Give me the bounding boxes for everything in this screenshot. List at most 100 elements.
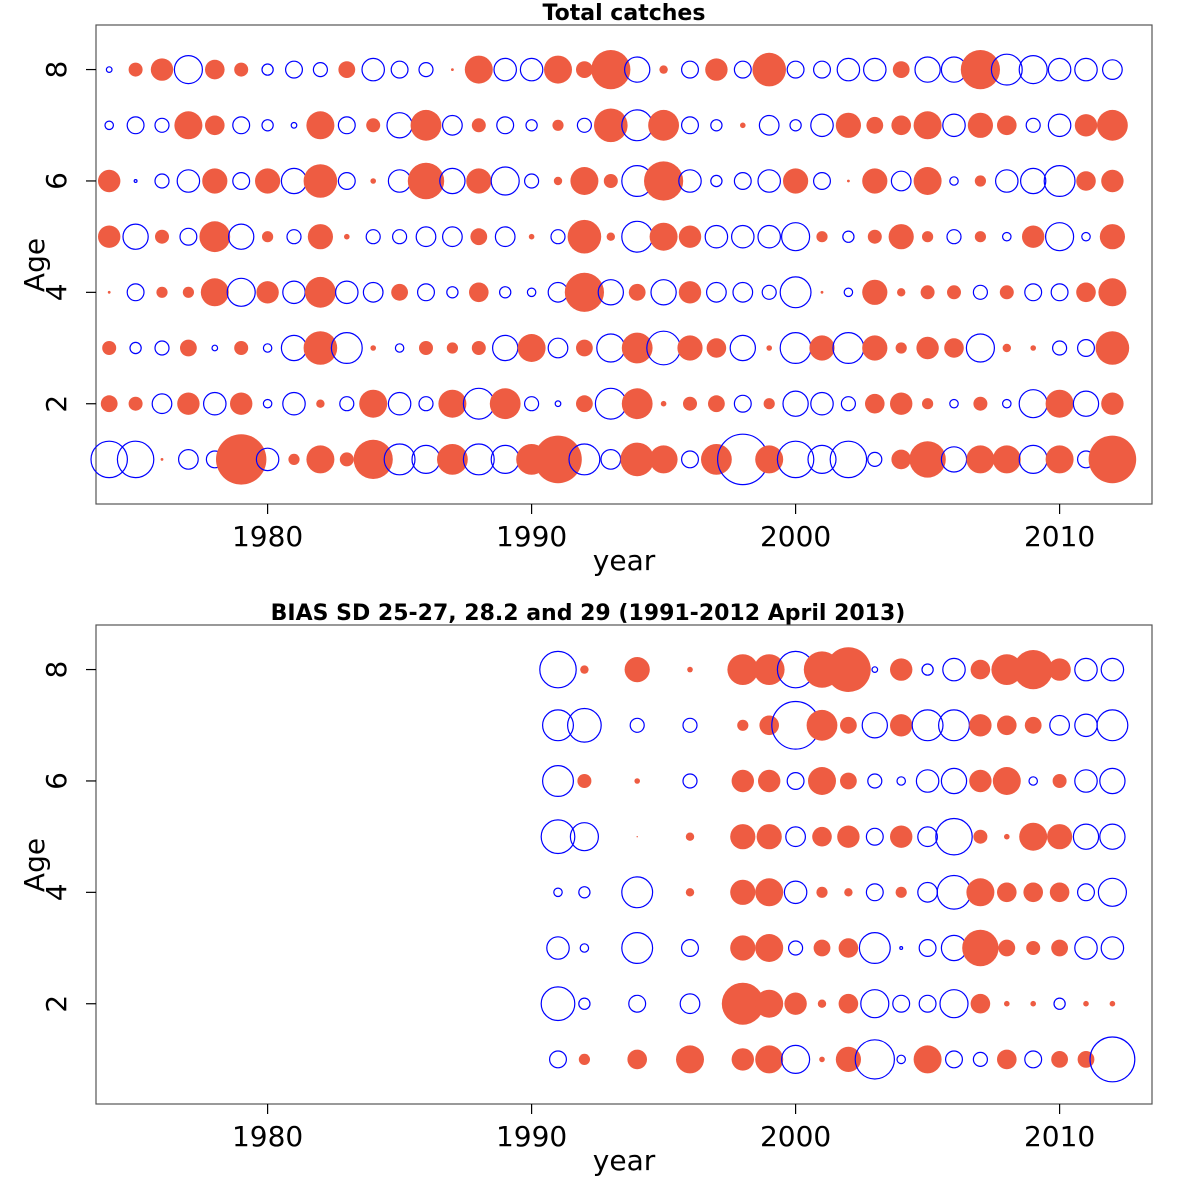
bubble-age3-2010 xyxy=(1051,939,1068,957)
bubble-age4-1994 xyxy=(621,876,654,909)
bubble-age7-1995 xyxy=(648,109,679,141)
x-tick-label: 1980 xyxy=(232,520,303,553)
bubble-age4-1984 xyxy=(362,281,384,303)
bubble-age2-1992 xyxy=(576,395,593,413)
bubble-age1-2012 xyxy=(1089,1036,1136,1083)
bubble-age4-2010 xyxy=(1050,283,1069,302)
bubble-age6-1995 xyxy=(644,161,684,201)
bubble-age8-2010 xyxy=(1047,57,1072,82)
bubble-age1-2012 xyxy=(1088,435,1137,484)
bubble-age7-1996 xyxy=(680,116,699,135)
bubble-age7-2011 xyxy=(1074,114,1098,137)
bubble-age3-1988 xyxy=(471,341,486,355)
bubble-age8-1995 xyxy=(659,65,668,74)
bubble-age2-1987 xyxy=(438,389,467,418)
bubble-age1-1991 xyxy=(534,435,582,484)
bubble-age4-2003 xyxy=(862,279,888,305)
bubble-age5-2003 xyxy=(865,827,884,846)
bubble-age6-1983 xyxy=(337,172,356,191)
bubble-age6-2000 xyxy=(786,771,805,790)
bubble-age2-2005 xyxy=(918,994,937,1013)
bubble-age2-1977 xyxy=(177,392,200,415)
bubble-age3-1999 xyxy=(766,345,772,351)
bubble-age6-1979 xyxy=(232,172,251,191)
bubble-age1-1982 xyxy=(306,445,335,474)
bubble-age4-1987 xyxy=(446,286,459,299)
bubble-age1-2007 xyxy=(972,1051,989,1068)
bubble-age5-2009 xyxy=(1021,225,1045,248)
bubble-age2-2011 xyxy=(1072,390,1100,417)
bubble-age3-1979 xyxy=(234,341,249,355)
bubble-age7-1984 xyxy=(366,118,381,133)
bubble-age1-2000 xyxy=(776,440,815,479)
bubble-age3-2007 xyxy=(965,333,996,363)
x-tick-label: 2010 xyxy=(1024,1120,1095,1153)
bubble-age7-1985 xyxy=(386,112,413,139)
bubble-age2-1975 xyxy=(128,396,143,411)
bubble-age7-2012 xyxy=(1096,709,1129,742)
bubble-age6-2010 xyxy=(1043,165,1076,198)
bubble-age8-1991 xyxy=(544,55,572,84)
bubble-age6-1985 xyxy=(387,169,412,193)
bubble-age1-2010 xyxy=(1045,445,1074,474)
bubble-age4-1991 xyxy=(553,887,563,898)
bubble-age3-2001 xyxy=(809,335,835,361)
bubble-age3-1986 xyxy=(419,341,433,355)
bubble-age6-2012 xyxy=(1101,169,1124,193)
bubble-age3-1974 xyxy=(102,341,117,355)
bubble-age2-2010 xyxy=(1045,389,1074,418)
bubble-age3-1989 xyxy=(492,334,519,362)
bubble-age5-1983 xyxy=(344,233,350,240)
bubble-age3-1982 xyxy=(303,331,338,365)
bubble-age6-1999 xyxy=(757,169,781,193)
bubble-age6-1987 xyxy=(439,167,466,195)
bubble-age4-1992 xyxy=(578,886,591,899)
bubble-age8-1996 xyxy=(680,60,699,79)
bubble-age5-1999 xyxy=(756,824,782,850)
bubble-age8-2005 xyxy=(921,663,934,676)
bubble-age1-2003 xyxy=(854,1039,896,1080)
bubble-age7-1994 xyxy=(629,717,645,733)
bubble-age5-1993 xyxy=(606,232,615,241)
bubble-age6-1992 xyxy=(577,774,592,788)
bubble-age7-1980 xyxy=(261,119,274,132)
bubble-age4-2012 xyxy=(1098,278,1127,307)
bubble-age1-1999 xyxy=(755,445,784,474)
bubble-age5-2004 xyxy=(888,224,914,250)
bubble-age8-2007 xyxy=(970,659,991,680)
bubble-age3-1976 xyxy=(154,340,170,356)
bubble-age1-1987 xyxy=(437,444,468,475)
bubble-age6-1996 xyxy=(678,169,702,193)
bubble-age6-2009 xyxy=(1019,167,1047,195)
x-axis: 1980 1990 2000 2010 xyxy=(232,1104,1095,1153)
bubble-age7-2012 xyxy=(1097,109,1128,141)
bubble-age6-2004 xyxy=(896,776,906,786)
bubble-age4-2001 xyxy=(816,886,828,898)
bubble-age8-1999 xyxy=(752,52,786,87)
bubble-age1-1977 xyxy=(177,449,199,470)
bubble-age1-1988 xyxy=(462,443,495,476)
bubble-age1-1979 xyxy=(216,434,267,485)
bubble-age2-1976 xyxy=(151,393,173,415)
bubble-age4-1980 xyxy=(256,281,279,304)
bubble-age5-1996 xyxy=(685,832,695,841)
bubble-age3-2002 xyxy=(832,332,865,365)
bubble-age2-2002 xyxy=(838,993,859,1014)
bubble-age6-2008 xyxy=(994,169,1019,193)
bubble-age6-2011 xyxy=(1076,171,1096,191)
bubble-age5-2006 xyxy=(935,817,973,856)
bubble-age5-2012 xyxy=(1099,823,1126,850)
bubble-age8-1992 xyxy=(576,61,593,78)
bubble-age3-2006 xyxy=(944,338,964,358)
bubble-age4-1975 xyxy=(126,283,145,302)
bubble-age1-2008 xyxy=(997,1049,1017,1070)
bubble-age5-1998 xyxy=(730,824,756,850)
bubble-age6-2007 xyxy=(969,769,992,793)
bubble-age2-1990 xyxy=(523,396,540,412)
bubble-age8-2004 xyxy=(890,658,913,681)
bubble-age3-2008 xyxy=(1002,343,1011,353)
bubble-age3-2012 xyxy=(1095,331,1130,365)
bubble-age3-2008 xyxy=(998,939,1016,957)
bubble-age5-2007 xyxy=(974,231,987,243)
